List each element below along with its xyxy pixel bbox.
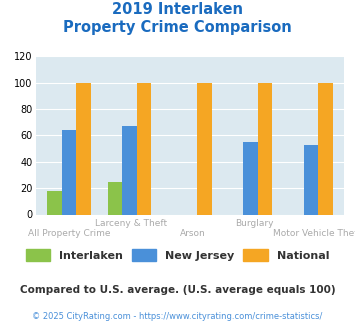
Bar (108, 182, 122, 215)
Text: Arson: Arson (180, 229, 206, 238)
Text: Property Crime Comparison: Property Crime Comparison (63, 20, 292, 35)
Bar (304, 145, 318, 214)
Text: Burglary: Burglary (235, 219, 274, 228)
Bar (137, 82, 151, 214)
Bar (197, 82, 212, 214)
Text: Motor Vehicle Theft: Motor Vehicle Theft (273, 229, 355, 238)
Text: 2019 Interlaken: 2019 Interlaken (112, 2, 243, 16)
Bar (47, 191, 61, 214)
Legend: Interlaken, New Jersey, National: Interlaken, New Jersey, National (21, 245, 334, 265)
Text: Compared to U.S. average. (U.S. average equals 100): Compared to U.S. average. (U.S. average … (20, 285, 335, 295)
Text: Larceny & Theft: Larceny & Theft (95, 219, 167, 228)
Bar (318, 82, 333, 214)
Bar (243, 142, 258, 214)
Bar (122, 126, 137, 214)
Bar (76, 82, 91, 214)
Bar (258, 82, 272, 214)
Bar (61, 130, 76, 214)
Text: © 2025 CityRating.com - https://www.cityrating.com/crime-statistics/: © 2025 CityRating.com - https://www.city… (32, 312, 323, 321)
Text: All Property Crime: All Property Crime (28, 229, 111, 238)
